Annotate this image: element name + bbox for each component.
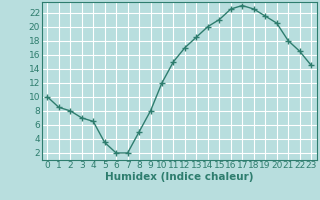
X-axis label: Humidex (Indice chaleur): Humidex (Indice chaleur) <box>105 172 253 182</box>
